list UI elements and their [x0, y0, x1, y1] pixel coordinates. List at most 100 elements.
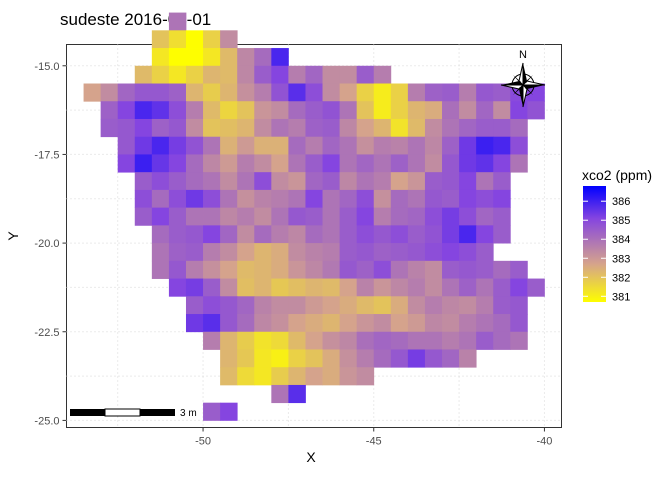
heatmap-cell [254, 83, 272, 102]
heatmap-cell [322, 296, 341, 315]
heatmap-cell [510, 136, 528, 155]
heatmap-cell [424, 225, 443, 244]
heatmap-cell [168, 243, 187, 262]
heatmap-cell [339, 296, 358, 315]
heatmap-cell [168, 65, 187, 84]
heatmap-cell [220, 65, 238, 84]
y-tick-label: -20.0 [34, 238, 59, 250]
heatmap-cell [288, 296, 306, 315]
heatmap-cell [424, 172, 443, 191]
heatmap-cell [254, 225, 272, 244]
heatmap-cell [271, 367, 289, 386]
heatmap-cell [322, 83, 341, 102]
heatmap-cell [288, 189, 306, 209]
heatmap-cell [185, 101, 204, 120]
heatmap-cell [203, 154, 221, 173]
heatmap-cell [288, 260, 306, 279]
heatmap-cell [407, 189, 426, 209]
heatmap-cell [220, 189, 238, 209]
heatmap-cell [459, 118, 477, 138]
heatmap-cell [442, 314, 460, 333]
heatmap-cell [254, 136, 272, 155]
heatmap-cell [322, 154, 341, 173]
heatmap-cell [117, 118, 136, 138]
heatmap-cell [459, 278, 477, 297]
panel-border [66, 44, 562, 428]
heatmap-cell [254, 331, 272, 350]
heatmap-cell [424, 189, 443, 209]
heatmap-cell [237, 118, 255, 138]
heatmap-cell [442, 172, 460, 191]
heatmap-cell [220, 278, 238, 297]
heatmap-cell [407, 296, 426, 315]
y-tick-label: -25.0 [34, 415, 59, 427]
heatmap-cell [339, 65, 358, 84]
heatmap-cell [493, 278, 511, 297]
heatmap-cell [254, 189, 272, 209]
x-tick-label: -45 [366, 436, 382, 448]
heatmap-cell [254, 48, 272, 67]
heatmap-cell [373, 314, 392, 333]
heatmap-cell [424, 83, 443, 102]
legend-tick-label: 384 [612, 234, 630, 246]
heatmap-cell [493, 118, 511, 138]
heatmap-cell [356, 331, 375, 350]
heatmap-cell [339, 314, 358, 333]
heatmap-cell [322, 118, 341, 138]
heatmap-cell [288, 154, 306, 173]
heatmap-cell [100, 101, 119, 120]
heatmap-cell [185, 118, 204, 138]
heatmap-cell [339, 83, 358, 102]
heatmap-cell [237, 83, 255, 102]
heatmap-cell [407, 154, 426, 173]
heatmap-cell [476, 207, 494, 226]
heatmap-cell [407, 331, 426, 350]
heatmap-cell [237, 48, 255, 67]
north-label: N [519, 49, 527, 61]
heatmap-cell [339, 225, 358, 244]
heatmap-cell [185, 243, 204, 262]
y-tick-label: -15.0 [34, 61, 59, 73]
heatmap-cell [271, 331, 289, 350]
heatmap-cell [339, 243, 358, 262]
heatmap-cell [356, 118, 375, 138]
heatmap-cell [442, 207, 460, 226]
heatmap-cell [527, 83, 545, 102]
heatmap-cell [476, 189, 494, 209]
heatmap-cell [356, 136, 375, 155]
heatmap-cell [407, 243, 426, 262]
heatmap-cell [168, 260, 187, 279]
heatmap-cell [373, 207, 392, 226]
heatmap-cell [288, 384, 306, 404]
heatmap-cell [322, 189, 341, 209]
heatmap-cell [373, 172, 392, 191]
heatmap-cell [151, 118, 170, 138]
heatmap-cell [254, 207, 272, 226]
heatmap-cell [442, 278, 460, 297]
heatmap-cell [100, 118, 119, 138]
heatmap-cell [168, 30, 187, 49]
heatmap-cell [510, 314, 528, 333]
heatmap-cell [373, 154, 392, 173]
heatmap-cell [254, 154, 272, 173]
heatmap-cell [203, 136, 221, 155]
heatmap-cell [203, 189, 221, 209]
heatmap-cell [305, 136, 323, 155]
heatmap-cell [373, 278, 392, 297]
heatmap-cell [288, 278, 306, 297]
heatmap-cell [305, 278, 323, 297]
heatmap-cell [237, 225, 255, 244]
heatmap-cell [424, 136, 443, 155]
heatmap-cell [237, 278, 255, 297]
heatmap-cell [220, 260, 238, 279]
heatmap-cell [254, 349, 272, 368]
heatmap-cell [237, 331, 255, 350]
heatmap-cell [459, 154, 477, 173]
heatmap-cell [203, 172, 221, 191]
heatmap-cell [254, 101, 272, 120]
heatmap-cell [390, 172, 409, 191]
heatmap-cell [459, 172, 477, 191]
heatmap-cell [390, 331, 409, 350]
heatmap-cell [407, 349, 426, 368]
